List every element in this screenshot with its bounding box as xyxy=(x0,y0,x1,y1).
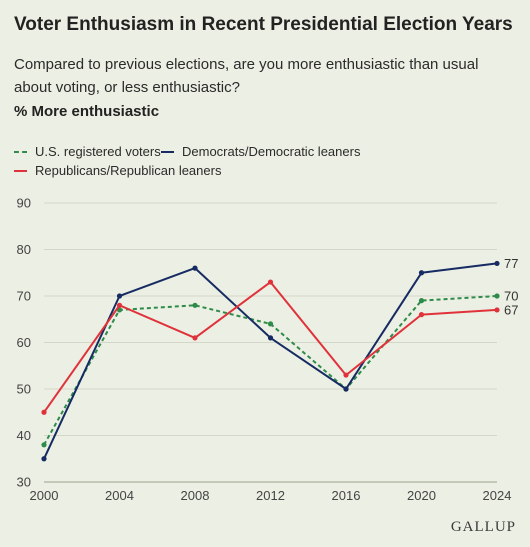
legend-label: Democrats/Democratic leaners xyxy=(182,144,361,159)
x-tick-label: 2020 xyxy=(407,488,436,503)
legend-item-democrats: Democrats/Democratic leaners xyxy=(161,144,360,159)
y-tick-label: 60 xyxy=(17,335,31,350)
data-point xyxy=(494,307,500,313)
legend-swatch-line xyxy=(161,150,174,153)
data-point xyxy=(41,409,47,415)
x-tick-label: 2016 xyxy=(332,488,361,503)
data-point xyxy=(494,293,500,299)
x-tick-label: 2000 xyxy=(30,488,59,503)
data-point xyxy=(267,321,274,327)
end-value-label: 77 xyxy=(504,256,518,271)
data-point xyxy=(192,302,198,308)
y-tick-label: 70 xyxy=(17,289,31,304)
y-tick-label: 80 xyxy=(17,242,31,257)
x-tick-label: 2012 xyxy=(256,488,285,503)
legend-item-republicans: Republicans/Republican leaners xyxy=(14,163,221,178)
data-point xyxy=(418,312,425,318)
legend-label: Republicans/Republican leaners xyxy=(35,163,222,178)
y-tick-label: 30 xyxy=(17,475,31,490)
data-point xyxy=(418,298,425,304)
data-point xyxy=(343,386,349,392)
data-point xyxy=(343,372,349,378)
data-point xyxy=(267,335,274,341)
chart-subtitle: Compared to previous elections, are you … xyxy=(14,56,479,96)
legend-swatch-line xyxy=(14,169,27,172)
x-tick-label: 2024 xyxy=(483,488,512,503)
y-tick-label: 50 xyxy=(17,382,31,397)
x-axis: 2000 2004 2008 2012 2016 2020 2024 xyxy=(30,488,512,503)
data-point xyxy=(494,260,500,267)
measure-label: % More enthusiastic xyxy=(14,103,160,120)
y-tick-label: 40 xyxy=(17,428,31,443)
end-labels: 70 77 67 xyxy=(504,256,518,318)
y-axis: 30 40 50 60 70 80 90 xyxy=(17,196,31,490)
gallup-logo: GALLUP xyxy=(450,519,516,535)
series-line xyxy=(43,281,498,413)
x-tick-label: 2008 xyxy=(181,488,210,503)
legend-label: U.S. registered voters xyxy=(35,144,161,159)
chart-series xyxy=(41,260,500,462)
data-point xyxy=(41,456,47,462)
data-point xyxy=(192,335,198,341)
chart-title: Voter Enthusiasm in Recent Presidential … xyxy=(14,14,513,35)
chart-gridlines xyxy=(44,202,497,483)
data-point xyxy=(267,279,274,285)
series-line xyxy=(43,295,498,446)
x-tick-label: 2004 xyxy=(105,488,134,503)
legend-item-registered-voters: U.S. registered voters xyxy=(14,144,161,159)
series-line xyxy=(43,262,498,460)
data-point xyxy=(41,442,47,448)
y-tick-label: 90 xyxy=(17,196,31,211)
legend-swatch-dashed-line xyxy=(14,150,27,153)
data-point xyxy=(192,265,198,271)
data-point xyxy=(418,270,425,276)
data-point xyxy=(116,302,123,308)
end-value-label: 70 xyxy=(504,289,518,304)
end-value-label: 67 xyxy=(504,302,518,317)
data-point xyxy=(116,293,123,299)
